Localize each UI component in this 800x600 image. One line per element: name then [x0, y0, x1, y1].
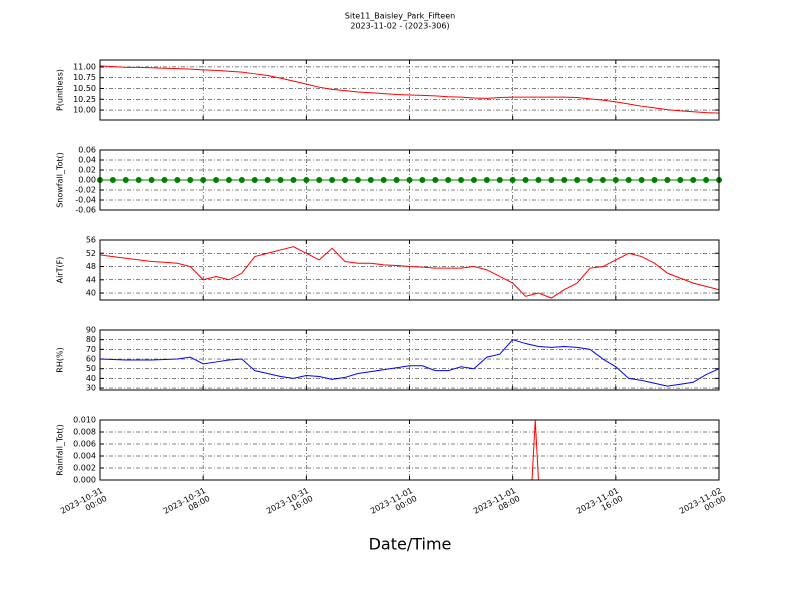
data-line: [99, 339, 720, 387]
data-point: [277, 177, 284, 183]
y-tick-label: 60: [86, 355, 96, 364]
data-point: [574, 177, 581, 183]
x-axis-label: Date/Time: [369, 535, 452, 554]
data-line: [99, 246, 720, 299]
data-point: [703, 177, 710, 183]
y-axis-label: Rainfall_Tot(): [56, 424, 65, 476]
y-tick-label: -0.06: [75, 206, 96, 215]
data-point: [445, 177, 452, 183]
data-point: [561, 177, 568, 183]
y-axis-label: RH(%): [56, 347, 65, 372]
y-tick-label: 50: [86, 364, 96, 373]
data-point: [690, 177, 697, 183]
data-point: [625, 177, 632, 183]
y-tick-label: 0.006: [73, 440, 96, 449]
data-point: [174, 177, 181, 183]
data-point: [122, 177, 129, 183]
data-point: [406, 177, 413, 183]
y-tick-label: 80: [86, 335, 96, 344]
y-tick-label: 0.00: [78, 176, 96, 185]
y-axis-label: P(unitless): [56, 69, 65, 111]
data-point: [303, 177, 310, 183]
data-point: [367, 177, 374, 183]
data-point: [251, 177, 258, 183]
data-point: [161, 177, 168, 183]
plot-frame: [99, 419, 720, 481]
data-point: [187, 177, 194, 183]
y-axis-label: AirT(F): [56, 257, 65, 284]
y-tick-label: -0.04: [75, 196, 96, 205]
data-point: [200, 177, 207, 183]
data-point: [109, 177, 116, 183]
data-point: [225, 177, 232, 183]
plot-frame: [99, 329, 720, 391]
data-point: [612, 177, 619, 183]
data-point: [148, 177, 155, 183]
y-tick-label: 0.02: [78, 166, 96, 175]
y-tick-label: 0.06: [78, 146, 96, 155]
data-point: [354, 177, 361, 183]
data-point: [238, 177, 245, 183]
y-tick-label: 90: [86, 326, 96, 335]
data-point: [380, 177, 387, 183]
y-tick-label: 0.004: [73, 452, 96, 461]
plot-frame: [99, 239, 720, 301]
data-point: [599, 177, 606, 183]
data-point: [496, 177, 503, 183]
data-point: [135, 177, 142, 183]
y-tick-label: 10.75: [73, 73, 96, 82]
y-tick-label: -0.02: [75, 186, 96, 195]
chart-title: Site11_Baisley_Park_Fifteen: [345, 12, 455, 21]
data-point: [638, 177, 645, 183]
data-point: [458, 177, 465, 183]
y-tick-label: 11.00: [73, 62, 96, 71]
y-tick-label: 56: [86, 236, 96, 245]
data-point: [342, 177, 349, 183]
data-point: [664, 177, 671, 183]
data-point: [290, 177, 297, 183]
y-tick-label: 0.008: [73, 428, 96, 437]
data-point: [677, 177, 684, 183]
data-point: [213, 177, 220, 183]
data-point: [316, 177, 323, 183]
y-tick-label: 70: [86, 345, 96, 354]
y-tick-label: 0.010: [73, 416, 96, 425]
data-point: [651, 177, 658, 183]
data-point: [548, 177, 555, 183]
data-point: [470, 177, 477, 183]
y-tick-label: 52: [86, 249, 96, 258]
y-tick-label: 30: [86, 384, 96, 393]
data-point: [587, 177, 594, 183]
data-point: [432, 177, 439, 183]
y-tick-label: 0.000: [73, 476, 96, 485]
data-point: [329, 177, 336, 183]
data-point: [509, 177, 516, 183]
y-tick-label: 0.04: [78, 156, 96, 165]
y-tick-label: 40: [86, 374, 96, 383]
y-axis-label: Snowfall_Tot(): [56, 152, 65, 208]
y-tick-label: 44: [86, 275, 96, 284]
data-point: [419, 177, 426, 183]
y-tick-label: 10.25: [73, 95, 96, 104]
y-tick-label: 40: [86, 289, 96, 298]
y-tick-label: 0.002: [73, 464, 96, 473]
data-point: [264, 177, 271, 183]
data-point: [522, 177, 529, 183]
y-tick-label: 48: [86, 262, 96, 271]
y-tick-label: 10.00: [73, 106, 96, 115]
chart-subtitle: 2023-11-02 - (2023-306): [350, 22, 449, 31]
plot-frame: [99, 59, 720, 121]
data-point: [393, 177, 400, 183]
y-tick-label: 10.50: [73, 84, 96, 93]
data-point: [483, 177, 490, 183]
data-point: [535, 177, 542, 183]
data-line: [99, 65, 720, 114]
plot-frame: [99, 149, 720, 211]
